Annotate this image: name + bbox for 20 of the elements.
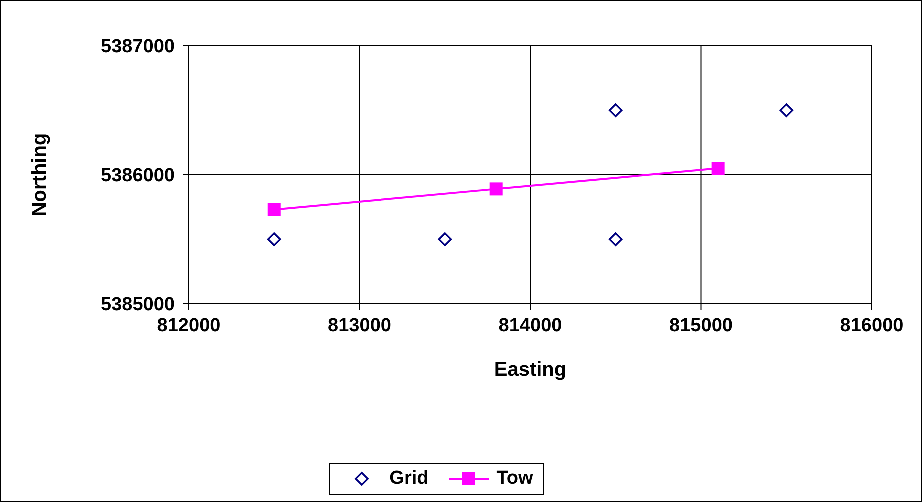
point <box>438 232 452 246</box>
point <box>712 162 725 176</box>
y-tick-label: 5385000 <box>101 294 175 316</box>
y-tick-label: 5386000 <box>101 166 175 187</box>
point <box>608 232 623 246</box>
legend-label: Grid <box>390 468 429 490</box>
y-tick-label: 5387000 <box>101 36 175 58</box>
x-tick-label: 814000 <box>498 315 562 336</box>
x-tick-label: 812000 <box>157 315 221 336</box>
x-tick-label: 813000 <box>328 315 392 336</box>
y-axis-title: Northing <box>29 133 52 217</box>
x-axis-title: Easting <box>494 359 567 382</box>
point <box>608 104 623 118</box>
x-tick-label: 816000 <box>840 315 904 336</box>
point <box>490 182 503 196</box>
x-tick-label: 815000 <box>670 315 733 336</box>
point <box>268 203 281 216</box>
legend-label: Tow <box>496 468 534 490</box>
point <box>780 104 794 118</box>
point <box>267 232 282 246</box>
